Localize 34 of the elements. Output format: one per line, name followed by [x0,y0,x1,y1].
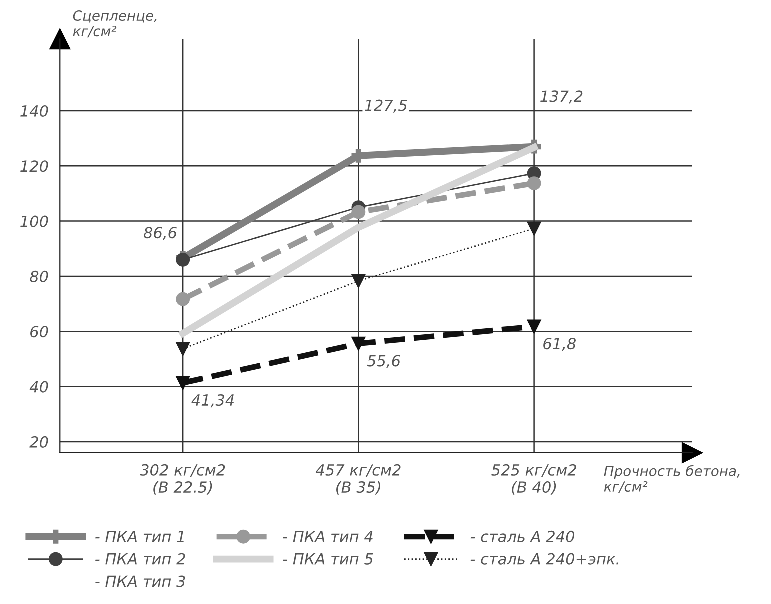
point [176,292,190,306]
annotation: 137,2 [540,90,583,104]
legend-label: - ПКА тип 2 [96,553,186,565]
point [527,222,542,236]
point [352,336,366,351]
y-tick-label: 120 [20,160,48,172]
y-tick-label: 140 [20,105,48,117]
legend-label: - ПКА тип 4 [283,531,373,542]
data-label: 55,6 [367,355,400,368]
y-tick-label: 60 [30,326,48,338]
point [527,320,542,334]
y-tick-label: 80 [30,270,48,282]
point [176,376,190,390]
y-tick-label: 100 [20,216,48,228]
x-tick-label: 302 кг/см2 (В 22.5) [140,464,226,495]
y-tick-label: 20 [30,436,48,448]
annotation: 127,5 [364,100,408,113]
legend-label: - ПКА тип 5 [283,554,374,565]
x-tick-label: 525 кг/см2 (В 40) [492,464,576,495]
y-axis-title: Сцепленце, кг/см² [73,10,157,38]
text: - ПКА тип 3 [96,576,186,588]
legend-label: - сталь А 240 [470,530,575,542]
y-tick-label: 40 [30,381,48,393]
point [176,342,190,356]
data-label: 61,8 [544,338,576,352]
point [352,274,366,288]
annotation: 86,6 [144,227,177,240]
point [527,176,542,190]
data-label: 41,34 [192,394,234,408]
x-axis-title: Прочность бетона, кг/см² [604,465,740,494]
x-tick-label: 457 кг/см2 (В 35) [316,464,401,495]
legend-label: - ПКА тип 1 [96,531,184,542]
legend-label: - сталь А 240+эпк. [470,553,619,565]
point [352,205,366,220]
